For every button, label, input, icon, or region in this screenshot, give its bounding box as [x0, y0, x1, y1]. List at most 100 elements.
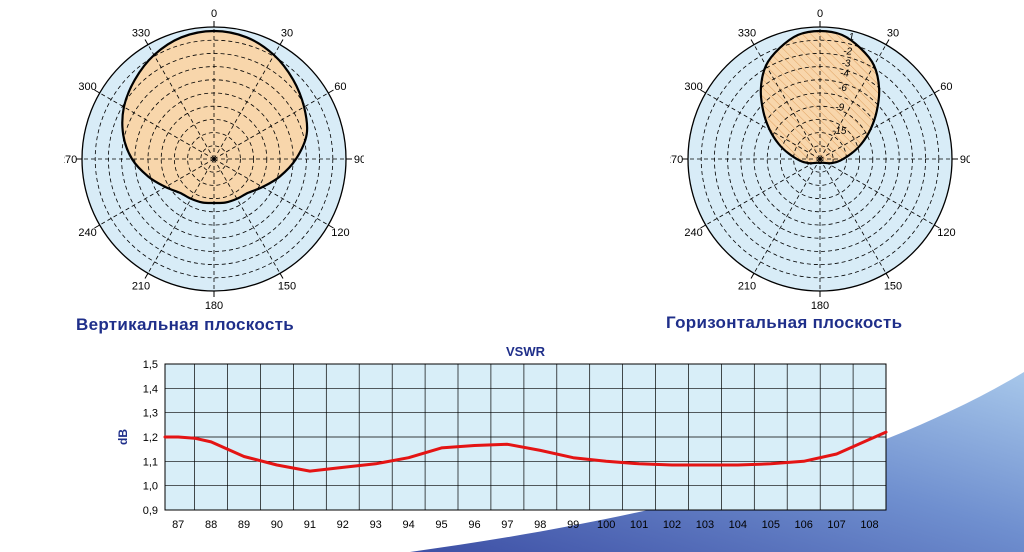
vswr-ytick-label: 0,9	[143, 505, 158, 517]
horz-spoke	[753, 44, 821, 160]
vert-angle-label: 330	[132, 28, 150, 40]
horz-spoke-tick	[934, 89, 940, 94]
vswr-xtick-label: 87	[172, 519, 184, 531]
horz-angle-label: 300	[684, 81, 702, 93]
horz-ring	[806, 145, 834, 173]
horz-spoke-tick	[750, 273, 755, 279]
vert-angle-label: 120	[331, 227, 349, 239]
vert-spoke-tick	[144, 273, 149, 279]
vert-angle-label: 150	[278, 280, 296, 292]
vswr-ytick-label: 1,4	[143, 383, 158, 395]
horz-spoke	[705, 158, 821, 226]
vswr-xtick-label: 102	[663, 519, 681, 531]
vswr-xtick-label: 91	[304, 519, 316, 531]
vert-angle-label: 0	[211, 8, 217, 20]
vert-spoke	[147, 158, 215, 274]
vswr-xtick-label: 92	[337, 519, 349, 531]
vert-angle-label: 90	[354, 154, 364, 166]
horz-angle-label: 90	[960, 154, 970, 166]
vswr-xtick-label: 94	[402, 519, 414, 531]
vswr-xtick-label: 96	[468, 519, 480, 531]
vert-spoke	[213, 158, 281, 274]
vert-ring	[200, 145, 228, 173]
vswr-ytick-label: 1,0	[143, 481, 158, 493]
horz-level-label: -3	[842, 58, 851, 69]
horz-angle-label: 210	[738, 280, 756, 292]
vswr-xtick-label: 99	[567, 519, 579, 531]
vertical-plane-polar-plot: 0 30 60 90 120 150 180 210 240 270 300 330	[64, 8, 364, 309]
vert-ring	[94, 39, 334, 279]
vswr-xtick-label: 89	[238, 519, 250, 531]
horz-spoke	[819, 92, 935, 160]
vert-angle-label: 60	[334, 81, 346, 93]
horz-angle-label: 330	[738, 28, 756, 40]
vert-ring	[187, 132, 241, 186]
vswr-xtick-label: 103	[696, 519, 714, 531]
vswr-series-line	[163, 430, 888, 473]
vert-spoke-tick	[328, 224, 334, 229]
horz-lobe-outline	[759, 29, 881, 165]
horz-angle-label: 60	[940, 81, 952, 93]
horz-spoke-tick	[885, 273, 890, 279]
horz-spoke	[753, 158, 821, 274]
vertical-plane-title: Вертикальная плоскость	[76, 315, 294, 334]
vswr-xtick-label: 104	[729, 519, 747, 531]
vswr-ytick-label: 1,5	[143, 359, 158, 371]
vswr-xtick-label: 97	[501, 519, 513, 531]
horz-angle-label: 0	[817, 8, 823, 20]
vert-angle-label: 180	[205, 300, 223, 309]
horz-lobe-fill	[760, 31, 880, 164]
vswr-xtick-label: 100	[597, 519, 615, 531]
vert-spoke	[213, 92, 329, 160]
horz-spoke	[819, 158, 887, 274]
horz-spoke	[819, 44, 887, 160]
vert-lobe-outline	[121, 29, 309, 205]
horz-spoke-tick	[885, 39, 890, 45]
vswr-ytick-label: 1,2	[143, 432, 158, 444]
vert-spoke	[213, 158, 329, 226]
horz-level-label: -6	[838, 83, 847, 94]
vswr-xtick-label: 101	[630, 519, 648, 531]
vert-angle-label: 270	[64, 154, 77, 166]
vert-spoke-tick	[94, 224, 100, 229]
horz-angle-label: 120	[937, 227, 955, 239]
vswr-xtick-label: 106	[795, 519, 813, 531]
vert-angle-label: 240	[78, 227, 96, 239]
vswr-xtick-label: 107	[827, 519, 845, 531]
vert-spoke	[213, 44, 281, 160]
horz-level-label: -9	[835, 103, 844, 114]
vert-spoke-tick	[144, 39, 149, 45]
horizontal-plane-title: Горизонтальная плоскость	[666, 313, 903, 332]
horz-level-label: -4	[840, 69, 849, 80]
horz-level-label: -15	[832, 126, 847, 137]
vswr-xtick-label: 108	[860, 519, 878, 531]
vert-spoke-tick	[279, 39, 284, 45]
horz-ring	[700, 39, 940, 279]
horz-angle-label: 30	[887, 28, 899, 40]
vswr-y-axis-label: dB	[116, 429, 130, 445]
vswr-xtick-label: 95	[435, 519, 447, 531]
horz-spoke-tick	[700, 89, 706, 94]
horz-angle-label: 180	[811, 300, 829, 309]
vswr-xtick-label: 90	[271, 519, 283, 531]
vert-spoke	[99, 92, 215, 160]
vert-angle-label: 210	[132, 280, 150, 292]
vert-angle-label: 300	[78, 81, 96, 93]
vswr-xtick-label: 98	[534, 519, 546, 531]
vert-spoke-tick	[279, 273, 284, 279]
vswr-xtick-label: 88	[205, 519, 217, 531]
vert-spoke	[99, 158, 215, 226]
vert-spoke-tick	[328, 89, 334, 94]
horz-spoke-tick	[934, 224, 940, 229]
vert-ring	[174, 119, 254, 199]
horz-ring	[780, 119, 860, 199]
vert-angle-label: 30	[281, 28, 293, 40]
vswr-chart-title: VSWR	[506, 344, 546, 359]
horizontal-plane-polar-plot: 0 30 60 90 120 150 180 210 240 270 300 330 -1 -2-3-4 -…	[670, 8, 970, 309]
horz-angle-label: 270	[670, 154, 683, 166]
vswr-xtick-label: 93	[370, 519, 382, 531]
horz-spoke	[819, 158, 935, 226]
horz-spoke-tick	[750, 39, 755, 45]
